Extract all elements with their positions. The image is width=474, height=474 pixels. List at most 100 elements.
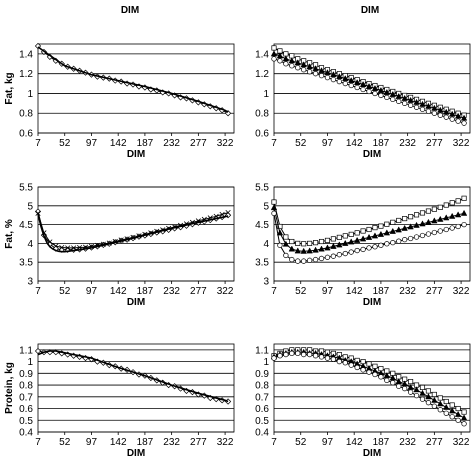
y-tick-label: 1.2	[255, 69, 269, 80]
data-point	[348, 82, 354, 89]
data-point	[324, 244, 331, 251]
data-point	[306, 69, 313, 75]
y-tick-label: 0.8	[19, 109, 33, 120]
data-point	[289, 350, 295, 357]
data-point	[300, 247, 307, 254]
x-tick-label: 322	[217, 286, 234, 297]
y-tick-label: 4	[263, 239, 269, 250]
data-point	[270, 204, 278, 211]
data-point	[300, 61, 307, 68]
data-point	[271, 56, 277, 62]
data-point	[431, 104, 438, 111]
data-point	[371, 232, 379, 239]
chart-panel-protein-kg-left: 0.40.50.60.70.80.911.1 7 52 97 142 187 232 277 3…	[4, 343, 235, 459]
x-axis-label: DIM	[361, 5, 379, 16]
x-tick-label: 232	[163, 138, 180, 149]
data-point	[431, 206, 437, 212]
data-point	[384, 241, 390, 247]
plot-frame	[37, 343, 235, 433]
x-tick-label: 187	[137, 138, 154, 149]
x-tick-label: 232	[399, 138, 416, 149]
y-tick-label: 1.1	[19, 345, 33, 356]
data-point	[401, 94, 408, 101]
data-point	[449, 200, 455, 206]
plot-frame	[273, 186, 471, 282]
data-point	[402, 216, 408, 222]
data-point	[330, 242, 337, 249]
data-point	[318, 238, 325, 245]
data-point	[312, 246, 319, 253]
data-point	[288, 57, 296, 64]
x-tick-label: 142	[346, 138, 363, 149]
data-point	[354, 364, 360, 371]
data-point	[354, 230, 360, 236]
data-point	[413, 392, 420, 399]
data-point	[342, 360, 348, 366]
series-0-square	[271, 45, 467, 118]
data-point	[437, 395, 443, 401]
data-point	[271, 199, 277, 205]
data-point	[419, 389, 426, 396]
y-tick-label: 0.6	[19, 404, 33, 415]
chart-panel-fat-pct-left: 3 3.5 4 4.5 5 5.5 7 52 97 142 187 232 277 322 DIM Fat, …	[4, 183, 235, 308]
x-tick-label: 232	[399, 286, 416, 297]
data-point	[425, 108, 432, 114]
x-tick-label: 187	[137, 437, 154, 448]
data-point	[283, 252, 289, 259]
data-point	[330, 253, 337, 259]
data-point	[336, 78, 342, 85]
data-point	[425, 218, 432, 225]
series-0-square	[271, 347, 467, 415]
x-tick-label: 52	[59, 286, 71, 297]
data-point	[372, 90, 378, 97]
series-line	[37, 212, 229, 249]
data-point	[71, 245, 77, 251]
y-tick-label: 0.5	[19, 416, 33, 427]
data-point	[324, 254, 331, 260]
data-point	[449, 116, 455, 122]
data-point	[283, 234, 289, 240]
data-point	[431, 110, 438, 116]
data-point	[389, 90, 397, 97]
data-point	[271, 355, 277, 361]
data-point	[312, 353, 319, 359]
y-tick-label: 1.1	[255, 345, 269, 356]
series-line	[37, 46, 229, 113]
data-point	[307, 240, 313, 246]
data-point	[460, 114, 468, 121]
cropped-panel-left: DIM	[121, 5, 139, 16]
data-point	[59, 244, 65, 251]
y-tick-label: 0.4	[255, 428, 269, 439]
data-point	[289, 256, 295, 263]
data-point	[53, 243, 59, 249]
data-point	[360, 367, 366, 373]
series-line	[37, 350, 229, 403]
y-tick-label: 0.6	[19, 129, 33, 140]
x-tick-label: 187	[373, 138, 390, 149]
data-point	[295, 65, 301, 71]
data-point	[413, 104, 420, 110]
y-tick-label: 5	[263, 201, 269, 212]
y-tick-label: 1	[27, 357, 33, 368]
y-tick-label: 0.6	[255, 129, 269, 140]
x-tick-label: 97	[86, 286, 98, 297]
y-tick-label: 0.8	[255, 109, 269, 120]
data-point	[407, 96, 414, 103]
y-tick-label: 1.4	[19, 49, 33, 60]
cropped-panel-right: DIM	[361, 5, 379, 16]
data-point	[330, 71, 337, 78]
data-point	[342, 80, 348, 87]
data-point	[65, 245, 71, 251]
data-point	[336, 73, 343, 80]
data-point	[396, 98, 402, 105]
data-point	[413, 98, 420, 105]
data-point	[277, 58, 283, 64]
data-point	[437, 400, 444, 407]
data-point	[318, 245, 325, 252]
data-point	[449, 402, 455, 408]
x-axis-label: DIM	[127, 297, 145, 308]
data-point	[283, 61, 289, 67]
data-point	[419, 384, 426, 390]
series-1-triangle	[270, 50, 468, 121]
data-point	[313, 240, 319, 246]
